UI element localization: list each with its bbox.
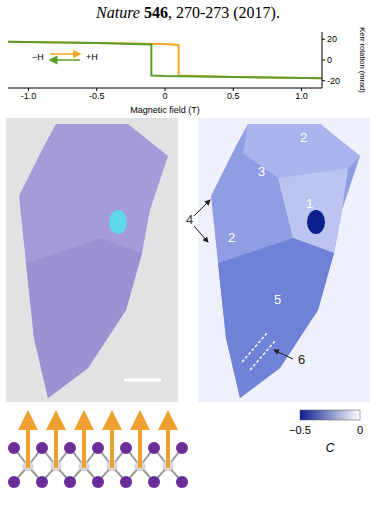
svg-text:-1.0: -1.0 bbox=[21, 91, 37, 101]
svg-text:-20: -20 bbox=[327, 76, 340, 86]
svg-text:−H: −H bbox=[32, 52, 44, 62]
svg-text:Kerr rotation (mrad): Kerr rotation (mrad) bbox=[358, 27, 367, 93]
svg-text:3: 3 bbox=[258, 164, 265, 179]
svg-text:C: C bbox=[326, 441, 335, 455]
svg-text:20: 20 bbox=[327, 34, 337, 44]
svg-text:+H: +H bbox=[86, 52, 98, 62]
html-text:Magnetic field (T): Magnetic field (T) bbox=[130, 105, 200, 115]
svg-text:1: 1 bbox=[306, 196, 313, 211]
html-text:Nature 546, 270-273 (2017).: Nature 546, 270-273 (2017). bbox=[96, 4, 280, 21]
svg-text:4: 4 bbox=[186, 212, 193, 227]
svg-text:6: 6 bbox=[298, 352, 305, 367]
svg-text:-0.5: -0.5 bbox=[89, 91, 105, 101]
svg-text:5: 5 bbox=[274, 292, 281, 307]
svg-text:2: 2 bbox=[300, 130, 307, 145]
svg-text:2: 2 bbox=[228, 230, 235, 245]
svg-text:0.5: 0.5 bbox=[227, 91, 240, 101]
svg-text:0: 0 bbox=[327, 55, 332, 65]
svg-text:1.0: 1.0 bbox=[295, 91, 308, 101]
svg-text:−0.5: −0.5 bbox=[289, 424, 311, 436]
svg-text:0: 0 bbox=[357, 424, 363, 436]
svg-text:0: 0 bbox=[162, 91, 167, 101]
